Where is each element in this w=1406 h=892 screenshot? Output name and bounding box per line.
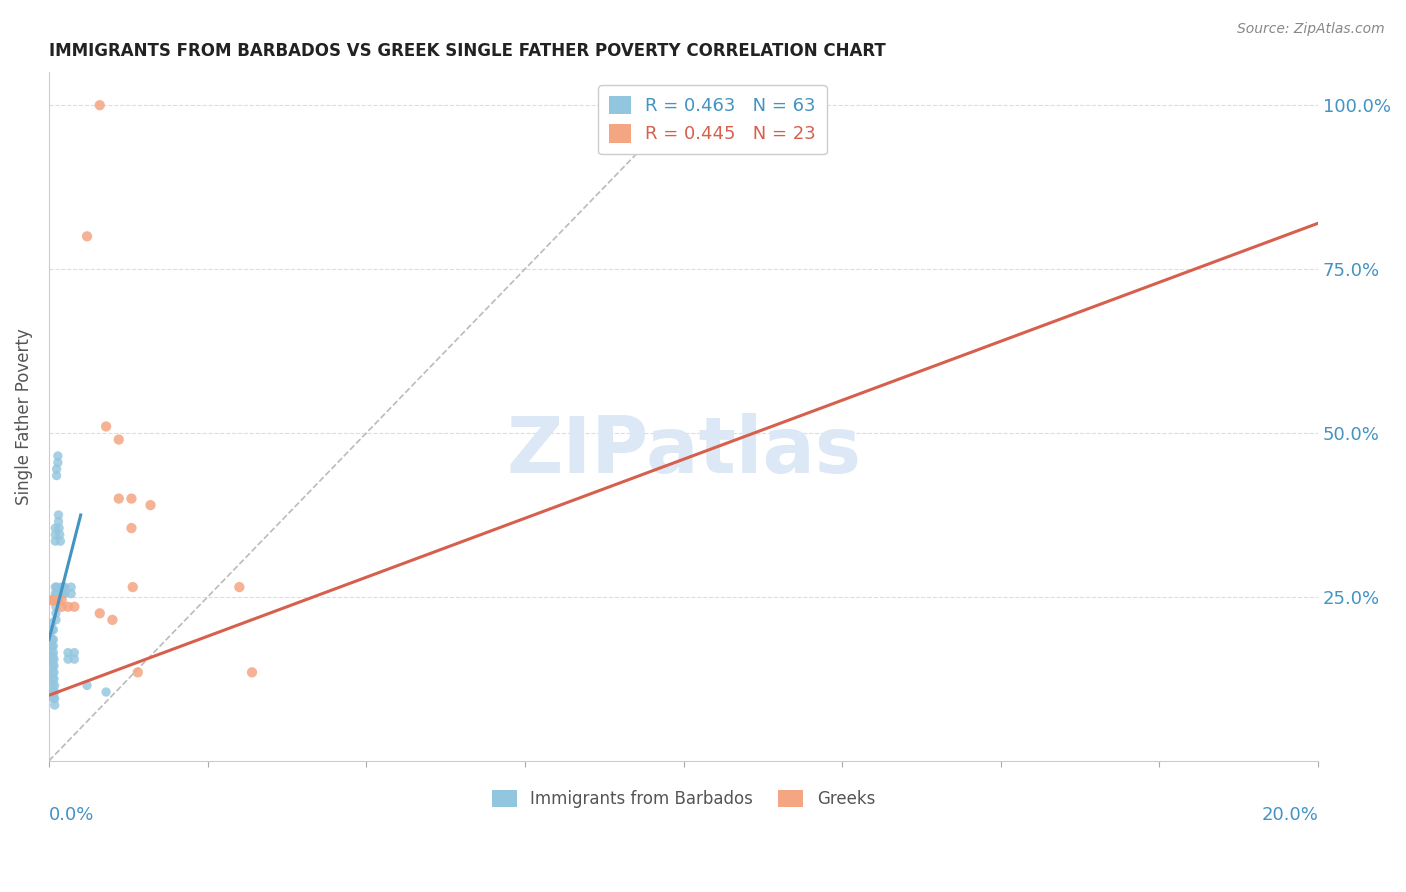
Point [107,491,129,506]
Point [94,685,117,699]
Point [46,449,69,463]
Point [76,229,98,244]
Point [45,580,67,594]
Point [45,607,67,621]
Point [51,580,73,594]
Point [63,646,86,660]
Point [89,98,111,112]
Point [42,646,65,660]
Point [41,639,63,653]
Point [48,508,70,522]
Point [45,468,67,483]
Point [121,580,143,594]
Point [51,599,73,614]
Point [41,632,63,647]
Point [42,658,65,673]
Point [63,652,86,666]
Point [49,527,72,541]
Point [45,462,67,476]
Point [48,515,70,529]
Point [39,646,62,660]
Point [228,580,250,594]
Point [42,623,65,637]
Point [51,593,73,607]
Point [121,491,143,506]
Point [44,527,66,541]
Point [42,639,65,653]
Point [56,599,79,614]
Legend: Immigrants from Barbados, Greeks: Immigrants from Barbados, Greeks [485,783,882,814]
Point [44,593,66,607]
Point [45,593,67,607]
Point [45,587,67,601]
Point [44,678,66,692]
Point [76,678,98,692]
Y-axis label: Single Father Poverty: Single Father Poverty [15,328,32,505]
Point [49,534,72,549]
Point [45,599,67,614]
Point [60,580,83,594]
Point [63,599,86,614]
Point [127,665,149,680]
Point [42,678,65,692]
Point [44,698,66,712]
Point [42,665,65,680]
Point [42,652,65,666]
Point [45,613,67,627]
Text: Source: ZipAtlas.com: Source: ZipAtlas.com [1237,22,1385,37]
Point [41,616,63,631]
Point [107,433,129,447]
Point [46,593,69,607]
Point [44,587,66,601]
Point [48,521,70,535]
Point [44,685,66,699]
Point [41,652,63,666]
Point [41,623,63,637]
Point [42,685,65,699]
Point [240,665,263,680]
Point [52,580,75,594]
Point [139,498,162,512]
Point [52,587,75,601]
Point [42,652,65,666]
Point [60,587,83,601]
Point [42,593,65,607]
Point [53,580,76,594]
Point [41,593,63,607]
Point [44,691,66,706]
Point [51,587,73,601]
Point [101,613,124,627]
Point [53,587,76,601]
Point [39,626,62,640]
Point [42,632,65,647]
Point [44,593,66,607]
Point [46,456,69,470]
Point [44,534,66,549]
Point [44,521,66,535]
Point [45,593,67,607]
Point [89,607,111,621]
Text: 0.0%: 0.0% [49,805,94,823]
Text: ZIPatlas: ZIPatlas [506,413,860,489]
Point [42,648,65,663]
Point [44,580,66,594]
Point [42,665,65,680]
Point [56,652,79,666]
Point [39,639,62,653]
Point [42,672,65,686]
Text: 20.0%: 20.0% [1261,805,1319,823]
Point [42,691,65,706]
Point [56,646,79,660]
Point [94,419,117,434]
Point [42,658,65,673]
Point [121,521,143,535]
Text: IMMIGRANTS FROM BARBADOS VS GREEK SINGLE FATHER POVERTY CORRELATION CHART: IMMIGRANTS FROM BARBADOS VS GREEK SINGLE… [49,42,886,60]
Point [42,672,65,686]
